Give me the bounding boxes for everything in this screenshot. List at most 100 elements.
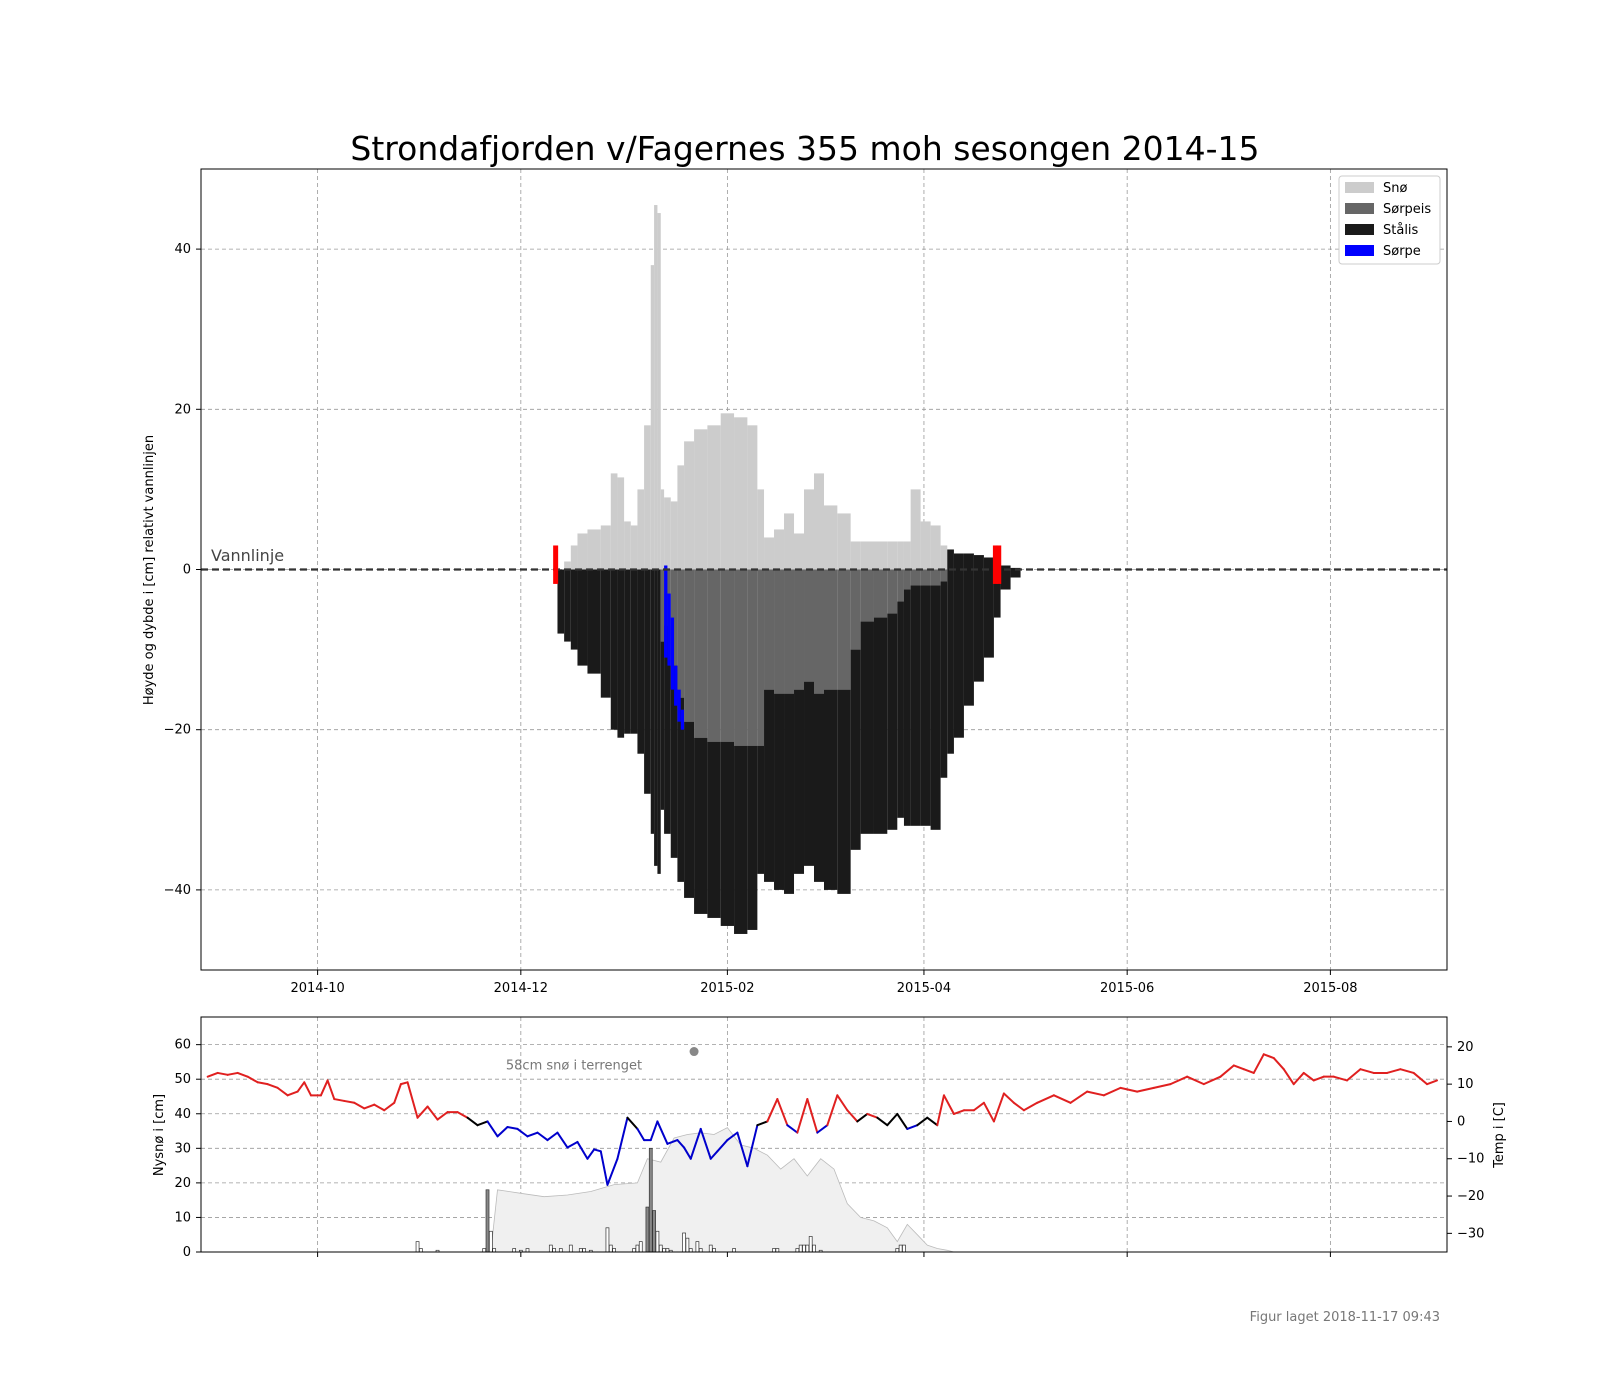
lower-frame xyxy=(200,1016,1448,1253)
legend-label: Stålis xyxy=(1383,223,1419,238)
sorpeis-bar xyxy=(887,569,898,614)
temperature-segment xyxy=(343,1099,356,1104)
sorpe-bar xyxy=(667,593,671,666)
legend-swatch xyxy=(1345,203,1374,214)
sno-bar xyxy=(650,265,655,570)
sno-bar xyxy=(824,505,838,570)
sorpeis-bar xyxy=(747,569,758,746)
temperature-segment xyxy=(436,1111,449,1121)
main-y-tick-label: −40 xyxy=(164,883,191,898)
temperature-segment xyxy=(636,1127,646,1142)
sorpeis-bar xyxy=(794,569,805,690)
stalis-bar xyxy=(630,569,638,734)
new-snow-bar xyxy=(898,1244,903,1253)
temperature-segment xyxy=(816,1124,829,1134)
temperature-segment xyxy=(426,1105,439,1121)
temperature-segment xyxy=(942,1094,955,1115)
ice-marker xyxy=(992,545,998,584)
sno-bar xyxy=(837,513,851,570)
stalis-bar xyxy=(644,569,651,794)
temperature-segment xyxy=(1242,1068,1255,1074)
legend-swatch xyxy=(1345,245,1374,256)
new-snow-bar xyxy=(419,1248,423,1253)
stalis-bar xyxy=(624,569,631,734)
temperature-segment xyxy=(1069,1090,1089,1104)
weather-panel: 58cm snø i terrenget 0 10 20 30 40 50 60 −30 −2… xyxy=(152,1016,1507,1260)
temperature-segment xyxy=(1002,1092,1015,1104)
sno-bar xyxy=(873,541,888,570)
temperature-segment xyxy=(216,1071,229,1076)
new-snow-bar xyxy=(645,1206,650,1253)
temperature-segment xyxy=(876,1116,889,1127)
new-snow-bar xyxy=(578,1248,583,1253)
sorpeis-bar xyxy=(910,569,921,586)
sorpe-bar xyxy=(664,565,668,658)
legend: Snø Sørpeis Stålis Sørpe xyxy=(1338,175,1441,265)
temperature-segment xyxy=(709,1150,719,1160)
sorpe-bar xyxy=(670,617,675,690)
temperature-segment xyxy=(896,1112,909,1130)
main-y-ticks: −40 −20 0 20 40 xyxy=(164,242,201,898)
temperature-segment xyxy=(1136,1086,1155,1093)
sorpeis-bar xyxy=(694,569,708,738)
temperature-segment xyxy=(576,1140,589,1160)
stalis-bar xyxy=(824,689,838,890)
legend-swatch xyxy=(1345,182,1374,193)
stalis-bar xyxy=(570,569,578,650)
temperature-segment xyxy=(506,1126,519,1130)
sno-bar xyxy=(903,541,911,570)
temperature-segment xyxy=(466,1116,479,1127)
temperature-segment xyxy=(1399,1068,1415,1074)
sorpe-bars xyxy=(664,565,685,730)
sorpe-bar xyxy=(674,665,678,706)
ice-markers xyxy=(553,545,1002,584)
sorpeis-bar xyxy=(940,569,948,582)
temperature-segment xyxy=(456,1111,469,1119)
temperature-segment xyxy=(689,1127,702,1160)
temperature-segment xyxy=(746,1124,759,1168)
new-snow-bar xyxy=(415,1241,420,1253)
sorpeis-bar xyxy=(897,569,904,602)
temperature-segment xyxy=(1169,1075,1189,1086)
sno-bar xyxy=(940,545,948,570)
new-snow-bar xyxy=(772,1248,776,1253)
temperature-segment xyxy=(1022,1101,1039,1112)
new-snow-bar xyxy=(525,1248,530,1253)
main-y-tick-label: 20 xyxy=(174,402,191,417)
sno-bar xyxy=(637,489,645,570)
sorpe-bar xyxy=(680,709,685,730)
sorpeis-bar xyxy=(920,569,931,586)
stalis-bar xyxy=(910,585,921,826)
new-snow-bar xyxy=(695,1241,700,1253)
stalis-bar xyxy=(947,549,954,570)
temperature-segment xyxy=(606,1157,619,1186)
sorpeis-bar xyxy=(814,569,824,694)
new-snow-bar xyxy=(732,1248,736,1253)
stalis-bar xyxy=(670,665,678,858)
snow-annotation-label: 58cm snø i terrenget xyxy=(506,1059,642,1074)
sorpeis-bar xyxy=(824,569,838,690)
legend-swatch xyxy=(1345,224,1374,235)
stalis-bar xyxy=(1000,569,1011,590)
new-snow-bar xyxy=(548,1244,553,1253)
sno-bar xyxy=(644,425,651,570)
temperature-segment xyxy=(1086,1090,1105,1097)
stalis-bar xyxy=(587,569,601,674)
temperature-segment xyxy=(266,1083,279,1089)
new-snow-bar xyxy=(662,1248,666,1253)
sno-bar xyxy=(664,497,671,570)
lower-right-tick-label: −20 xyxy=(1457,1189,1484,1204)
sno-bar xyxy=(670,501,678,570)
temperature-segment xyxy=(766,1098,779,1123)
new-snow-bar xyxy=(638,1241,643,1253)
temperature-segment xyxy=(1386,1068,1402,1074)
footer-timestamp: Figur laget 2018-11-17 09:43 xyxy=(1249,1310,1440,1325)
temperature-segment xyxy=(566,1140,579,1149)
stalis-bar xyxy=(654,569,658,866)
sno-bar xyxy=(657,213,661,570)
legend-box xyxy=(1338,175,1441,265)
temperature-segment xyxy=(1412,1071,1429,1086)
main-x-tick-label: 2015-06 xyxy=(1100,981,1154,996)
new-snow-bar xyxy=(655,1230,660,1253)
ice-thickness-panel: 2014-10 2014-12 2015-02 2015-04 2015-06 2015-… xyxy=(142,168,1448,996)
